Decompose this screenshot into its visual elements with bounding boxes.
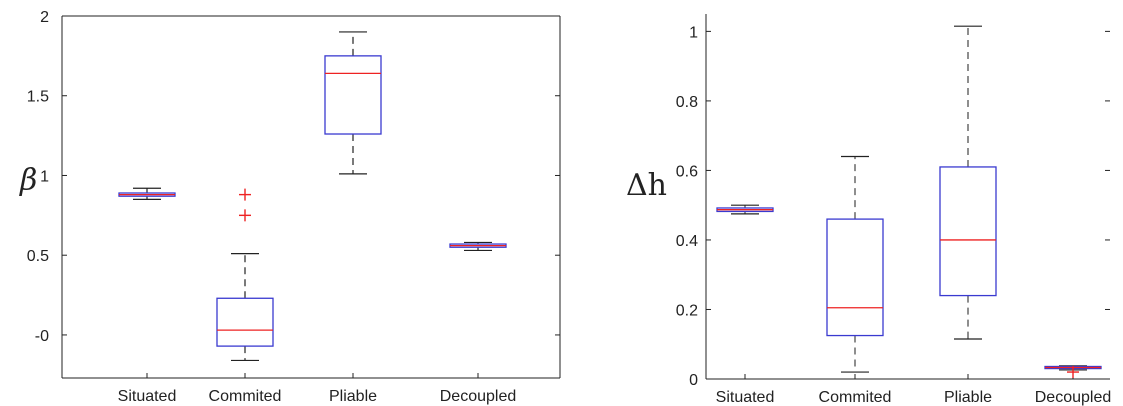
y-tick-label: 0.2 [676, 302, 698, 319]
iqr-box [826, 218, 884, 337]
delta-h-boxplot-panel: 0 0.2 0.4 0.6 0.8 1 Δh Situated Commited Pliable D… [626, 14, 1111, 406]
outlier-point [239, 188, 251, 201]
y-tick-label: 2 [40, 9, 49, 26]
box-situated [716, 204, 774, 215]
y-tick-label: 1.5 [27, 89, 49, 106]
outlier-point [1067, 366, 1079, 379]
x-tick-label: Commited [819, 389, 892, 406]
iqr-box [939, 166, 997, 297]
outlier-point [239, 209, 251, 222]
y-tick-label: 0.5 [27, 248, 49, 265]
box-commited [216, 188, 274, 362]
y-tick-label: 0.6 [676, 163, 698, 180]
y-tick-label: 0 [689, 372, 698, 389]
box-pliable [324, 31, 382, 175]
box-decoupled [1044, 365, 1102, 379]
box-commited [826, 155, 884, 373]
x-tick-label: Pliable [329, 388, 377, 405]
y-axis-label: Δh [626, 168, 667, 203]
iqr-box [324, 55, 382, 135]
x-tick-label: Decoupled [1035, 389, 1112, 406]
iqr-box [216, 297, 274, 347]
x-tick-label: Situated [716, 389, 775, 406]
x-tick-label: Situated [118, 388, 177, 405]
x-tick-label: Decoupled [440, 388, 517, 405]
box-situated [118, 187, 176, 200]
y-axis-label: β [19, 163, 37, 198]
y-tick-label: 1 [689, 24, 698, 41]
x-tick-label: Pliable [944, 389, 992, 406]
beta-boxplot-panel: -0 0.5 1 1.5 2 β Situated Commited Pliable Decoup… [19, 9, 561, 405]
x-tick-label: Commited [209, 388, 282, 405]
y-tick-label: 0.8 [676, 94, 698, 111]
y-tick-label: -0 [35, 328, 49, 345]
box-decoupled [449, 241, 507, 252]
box-pliable [939, 25, 997, 340]
y-tick-label: 0.4 [676, 233, 698, 250]
y-tick-label: 1 [40, 168, 49, 185]
